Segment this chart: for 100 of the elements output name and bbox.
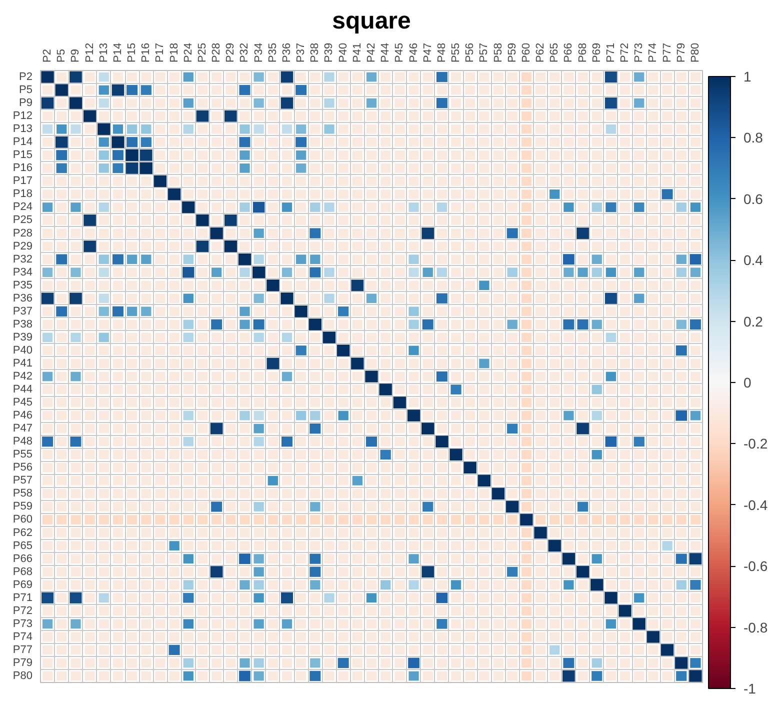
x-tick-label: P38 <box>309 42 322 62</box>
x-tick-label: P57 <box>478 42 490 62</box>
y-tick-label: P73 <box>12 618 33 630</box>
x-tick-label: P44 <box>380 42 392 62</box>
x-tick-label: P15 <box>126 42 138 62</box>
x-tick-label: P71 <box>604 42 617 62</box>
y-tick-label: P13 <box>12 123 33 136</box>
y-tick-label: P29 <box>12 240 33 252</box>
x-tick-label: P58 <box>492 42 504 62</box>
x-tick-label: P56 <box>464 42 476 62</box>
y-tick-label: P48 <box>12 436 33 448</box>
y-tick-label: P69 <box>12 578 33 591</box>
x-tick-label: P29 <box>224 42 237 62</box>
y-tick-label: P9 <box>19 97 33 110</box>
x-tick-label: P17 <box>154 42 166 62</box>
y-tick-label: P46 <box>12 410 33 422</box>
x-tick-label: P62 <box>534 42 547 62</box>
x-tick-label: P59 <box>506 42 518 62</box>
x-tick-label: P2 <box>42 49 54 62</box>
y-tick-label: P77 <box>12 644 33 656</box>
y-tick-label: P35 <box>12 279 33 292</box>
x-tick-label: P5 <box>56 49 68 62</box>
x-tick-label: P77 <box>661 42 674 62</box>
y-tick-label: P37 <box>12 305 33 318</box>
x-tick-label: P28 <box>210 42 223 62</box>
y-tick-label: P34 <box>12 266 33 278</box>
color-bar-label: 0.4 <box>744 252 764 268</box>
y-tick-label: P16 <box>12 162 33 174</box>
x-tick-label: P41 <box>351 42 364 62</box>
y-tick-label: P80 <box>12 670 33 682</box>
y-tick-label: P79 <box>12 656 33 669</box>
y-tick-label: P71 <box>12 592 33 604</box>
x-tick-label: P32 <box>238 42 251 62</box>
y-tick-label: P68 <box>12 566 33 578</box>
x-tick-label: P46 <box>408 42 420 62</box>
x-tick-label: P45 <box>394 42 406 62</box>
color-bar-label: -0.8 <box>744 619 768 636</box>
y-tick-label: P5 <box>19 84 33 96</box>
y-tick-label: P38 <box>12 318 33 330</box>
x-tick-label: P60 <box>520 42 532 62</box>
color-bar-label: 1 <box>744 68 752 84</box>
y-tick-label: P55 <box>12 448 33 461</box>
x-tick-label: P42 <box>366 42 378 62</box>
x-tick-label: P16 <box>140 42 152 62</box>
color-bar-label: 0.2 <box>744 313 764 330</box>
x-tick-label: P14 <box>112 42 124 62</box>
y-tick-label: P36 <box>12 292 33 304</box>
y-tick-label: P59 <box>12 500 33 513</box>
x-tick-label: P40 <box>337 42 350 62</box>
color-bar-label: -0.6 <box>744 558 768 574</box>
y-tick-label: P42 <box>12 370 33 382</box>
chart-title: square <box>332 8 411 34</box>
color-bar-label: 0.6 <box>744 190 764 207</box>
x-tick-label: P24 <box>182 42 194 62</box>
y-tick-label: P66 <box>12 552 33 565</box>
x-tick-label: P48 <box>436 42 448 62</box>
x-tick-label: P65 <box>548 42 561 62</box>
y-tick-label: P60 <box>12 514 33 526</box>
x-tick-label: P55 <box>450 42 462 62</box>
color-bar-label: 0.8 <box>744 130 764 146</box>
x-tick-label: P18 <box>168 42 180 62</box>
y-tick-label: P62 <box>12 526 33 539</box>
x-tick-label: P12 <box>84 42 96 62</box>
x-tick-label: P79 <box>675 42 688 62</box>
x-tick-label: P34 <box>252 42 265 62</box>
x-tick-label: P72 <box>619 42 632 62</box>
x-tick-label: P25 <box>196 42 208 62</box>
x-tick-label: P47 <box>422 42 434 62</box>
y-tick-label: P74 <box>12 630 33 643</box>
x-tick-label: P37 <box>295 42 308 62</box>
y-tick-label: P56 <box>12 462 33 474</box>
x-tick-label: P13 <box>98 42 110 62</box>
y-tick-label: P57 <box>12 474 33 487</box>
y-tick-label: P47 <box>12 422 33 435</box>
y-tick-label: P15 <box>12 149 33 162</box>
x-tick-label: P80 <box>689 42 702 62</box>
y-tick-label: P72 <box>12 604 33 617</box>
y-tick-label: P58 <box>12 488 33 500</box>
y-tick-label: P28 <box>12 227 33 240</box>
y-tick-label: P17 <box>12 175 33 188</box>
y-tick-label: P14 <box>12 136 33 148</box>
y-tick-label: P65 <box>12 540 33 552</box>
y-tick-label: P39 <box>12 331 33 344</box>
y-tick-label: P44 <box>12 384 33 396</box>
x-tick-label: P39 <box>323 42 336 62</box>
y-tick-label: P2 <box>19 71 33 84</box>
x-tick-label: P35 <box>266 42 279 62</box>
y-tick-label: P12 <box>12 110 33 122</box>
y-tick-label: P18 <box>12 188 33 200</box>
x-tick-label: P9 <box>70 49 82 62</box>
x-tick-label: P66 <box>562 42 575 62</box>
x-tick-label: P68 <box>576 42 589 62</box>
color-bar-label: 0 <box>744 374 752 390</box>
x-tick-label: P73 <box>633 42 646 62</box>
y-tick-label: P40 <box>12 344 33 356</box>
x-tick-label: P74 <box>647 42 660 62</box>
y-tick-label: P45 <box>12 396 33 409</box>
x-tick-label: P36 <box>280 42 293 62</box>
color-bar-label: -1 <box>744 680 756 696</box>
y-tick-label: P24 <box>12 201 33 214</box>
